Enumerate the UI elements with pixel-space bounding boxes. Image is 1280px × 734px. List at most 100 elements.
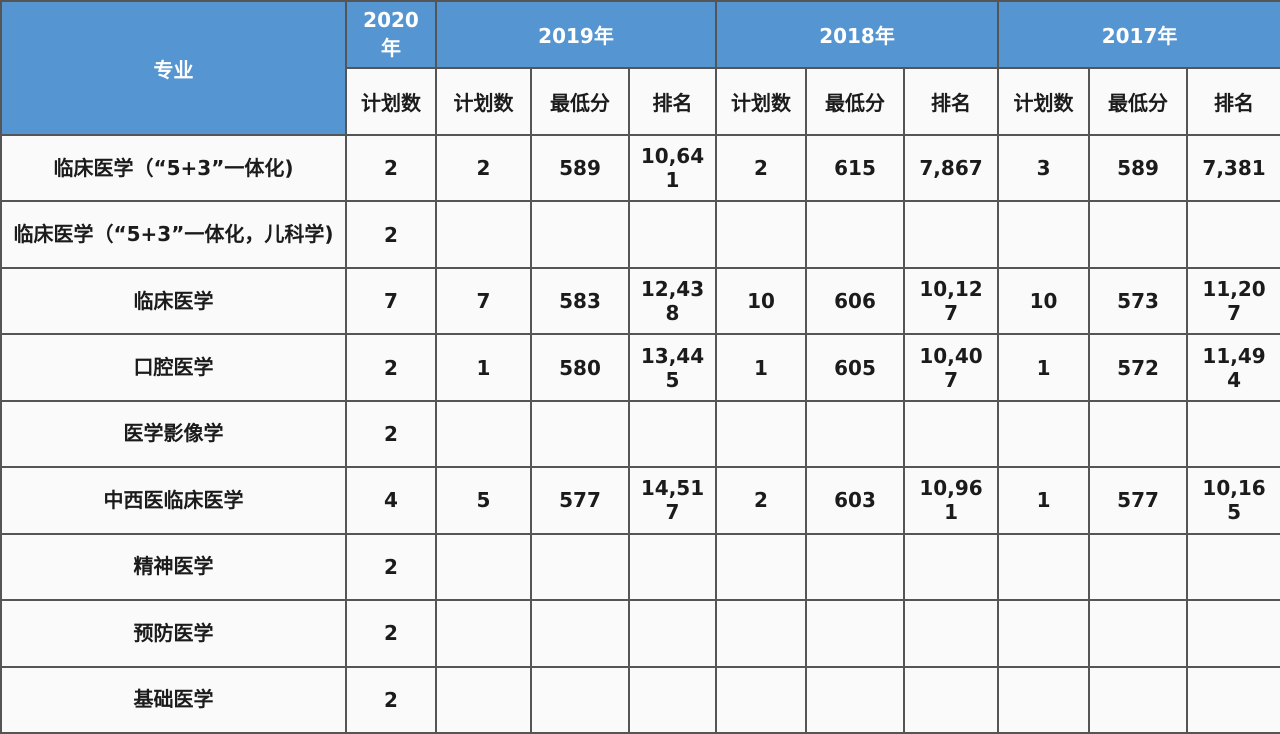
value-cell: 589 [1088,133,1189,203]
value-cell: 7 [345,266,437,336]
value-cell [530,665,630,734]
value-cell: 1 [435,333,532,402]
value-cell: 10 [997,266,1091,336]
value-cell [903,399,1000,469]
value-cell [1088,599,1189,668]
rank-header-2017: 排名 [1186,67,1280,136]
plan-count-header-2020: 计划数 [345,67,437,136]
value-cell [435,399,532,469]
table-row: 口腔医学 2 1 580 13,445 1 605 10,407 1 572 11,494 [0,333,1280,402]
value-cell [903,532,1000,602]
value-cell: 605 [805,333,906,402]
value-cell: 10,961 [903,466,1000,535]
specialty-cell: 临床医学 [0,266,347,336]
value-cell [903,200,1000,269]
table-row: 临床医学 7 7 583 12,438 10 606 10,127 10 573 11,207 [0,266,1280,336]
table-row: 中西医临床医学 4 5 577 14,517 2 603 10,961 1 577 10,165 [0,466,1280,535]
value-cell [435,532,532,602]
value-cell [715,599,808,668]
value-cell: 12,438 [627,266,718,336]
sub-header-row: 计划数 计划数 最低分 排名 计划数 最低分 排名 计划数 最低分 排名 [1,67,1280,136]
value-cell [715,399,808,469]
plan-count-header-2017: 计划数 [997,67,1091,136]
value-cell: 1 [715,333,808,402]
year-2017-header: 2017年 [997,0,1280,69]
value-cell: 5 [435,466,532,535]
value-cell [805,200,906,269]
value-cell [530,532,630,602]
value-cell: 2 [715,466,808,535]
value-cell: 4 [345,466,437,535]
table-body: 临床医学（“5+3”一体化) 2 2 589 10,641 2 615 7,867 3 589 7,… [0,133,1280,734]
value-cell: 2 [345,133,437,203]
value-cell [435,599,532,668]
specialty-cell: 临床医学（“5+3”一体化) [0,133,347,203]
value-cell: 11,207 [1186,266,1280,336]
year-2020-header: 2020年 [345,0,437,69]
plan-count-header-2019: 计划数 [435,67,532,136]
year-2018-header: 2018年 [715,0,1000,69]
value-cell: 573 [1088,266,1189,336]
value-cell: 10,641 [627,133,718,203]
value-cell [627,200,718,269]
min-score-header-2018: 最低分 [805,67,906,136]
table-row: 精神医学 2 [0,532,1280,602]
value-cell [530,599,630,668]
value-cell: 2 [715,133,808,203]
value-cell: 1 [997,333,1091,402]
value-cell [805,399,906,469]
value-cell: 2 [345,532,437,602]
value-cell [997,665,1091,734]
table-row: 临床医学（“5+3”一体化) 2 2 589 10,641 2 615 7,867 3 589 7,… [0,133,1280,203]
plan-count-header-2018: 计划数 [715,67,808,136]
value-cell: 7 [435,266,532,336]
value-cell [997,200,1091,269]
specialty-cell: 精神医学 [0,532,347,602]
value-cell: 589 [530,133,630,203]
value-cell: 2 [435,133,532,203]
value-cell [1088,399,1189,469]
value-cell [1186,665,1280,734]
value-cell: 10,127 [903,266,1000,336]
value-cell [1186,200,1280,269]
value-cell [903,599,1000,668]
year-2019-header: 2019年 [434,0,718,69]
value-cell [805,599,906,668]
specialty-column-header: 专业 [0,0,347,136]
value-cell: 2 [345,200,437,269]
specialty-cell: 预防医学 [0,599,347,668]
rank-header-2019: 排名 [627,67,718,136]
value-cell: 2 [345,399,437,469]
specialty-cell: 医学影像学 [0,399,347,469]
value-cell [997,599,1091,668]
year-header-row: 专业 2020年 2019年 2018年 2017年 [0,0,1280,136]
value-cell: 10,407 [903,333,1000,402]
specialty-cell: 口腔医学 [0,333,347,402]
value-cell: 7,381 [1186,133,1280,203]
table-header: 专业 2020年 2019年 2018年 2017年 计划数 计划数 最低分 排… [0,0,1280,136]
value-cell [435,200,532,269]
value-cell: 603 [805,466,906,535]
value-cell: 572 [1088,333,1189,402]
min-score-header-2017: 最低分 [1088,67,1189,136]
value-cell [805,532,906,602]
value-cell: 10 [715,266,808,336]
value-cell [715,200,808,269]
value-cell: 606 [805,266,906,336]
specialty-cell: 基础医学 [0,665,347,734]
value-cell: 1 [997,466,1091,535]
value-cell [1186,532,1280,602]
value-cell: 10,165 [1186,466,1280,535]
rank-header-2018: 排名 [903,67,1000,136]
specialty-cell: 中西医临床医学 [0,466,347,535]
value-cell [903,665,1000,734]
value-cell [627,399,718,469]
value-cell [1088,200,1189,269]
min-score-header-2019: 最低分 [530,67,630,136]
value-cell: 13,445 [627,333,718,402]
value-cell: 7,867 [903,133,1000,203]
value-cell [530,200,630,269]
value-cell: 583 [530,266,630,336]
value-cell: 577 [530,466,630,535]
